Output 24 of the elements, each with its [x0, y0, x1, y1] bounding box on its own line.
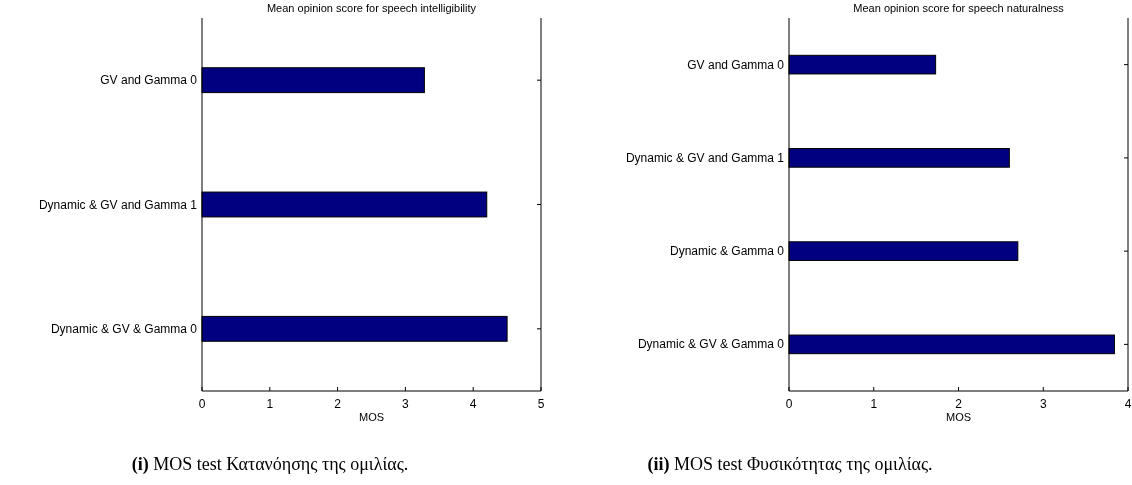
x-tick-label: 1	[266, 397, 274, 411]
x-tick-label: 3	[402, 397, 410, 411]
x-tick-label: 2	[955, 397, 963, 411]
x-tick-label: 0	[198, 397, 206, 411]
x-tick-label: 4	[469, 397, 477, 411]
x-tick-label: 4	[1124, 397, 1132, 411]
y-tick-label: GV and Gamma 0	[100, 73, 198, 88]
y-tick-label: Dynamic & GV and Gamma 1	[625, 150, 785, 165]
chart-title: Mean opinion score for speech naturalness	[853, 2, 1065, 14]
x-tick-label: 5	[537, 397, 545, 411]
x-tick-label: 3	[1039, 397, 1047, 411]
chart-title: Mean opinion score for speech intelligibility	[266, 2, 477, 14]
text: (i) MOS test Κατανόησης της ομιλίας.	[131, 454, 409, 475]
y-tick-label: Dynamic & Gamma 0	[669, 244, 785, 259]
x-axis-title: MOS	[945, 411, 972, 423]
x-tick-label: 1	[870, 397, 878, 411]
y-tick-label: Dynamic & GV & Gamma 0	[50, 321, 198, 336]
text: (ii) MOS test Φυσικότητας της ομιλίας.	[647, 454, 933, 475]
x-axis-title: MOS	[358, 411, 385, 423]
x-tick-label: 2	[334, 397, 342, 411]
x-tick-label: 0	[785, 397, 793, 411]
y-tick-label: Dynamic & GV and Gamma 1	[38, 197, 198, 212]
y-tick-label: GV and Gamma 0	[687, 57, 785, 72]
y-tick-label: Dynamic & GV & Gamma 0	[637, 337, 785, 352]
